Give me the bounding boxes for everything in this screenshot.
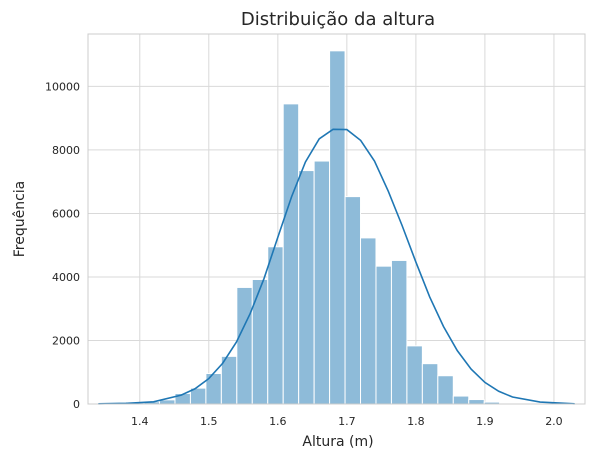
chart-title: Distribuição da altura	[241, 9, 435, 30]
histogram-bar-22	[437, 375, 454, 405]
x-tick-label-4: 1.8	[407, 415, 425, 428]
x-tick-label-0: 1.4	[131, 415, 149, 428]
x-tick-label-1: 1.5	[200, 415, 218, 428]
histogram-bar-10	[251, 279, 269, 405]
x-tick-label-6: 2.0	[545, 415, 563, 428]
y-axis-ticks: 0 2000 4000 6000 8000 10000	[45, 80, 80, 411]
histogram-bar-21	[421, 363, 439, 405]
y-tick-label-5: 10000	[45, 80, 80, 93]
y-tick-label-2: 4000	[52, 271, 80, 284]
histogram-bar-18	[375, 265, 392, 405]
y-axis-label: Frequência	[12, 181, 28, 258]
histogram-bar-12	[282, 103, 300, 405]
x-tick-label-2: 1.6	[269, 415, 287, 428]
histogram-bar-23	[452, 395, 470, 405]
histogram-bar-8	[220, 355, 238, 405]
histogram-bar-11	[267, 246, 284, 405]
y-tick-label-0: 0	[73, 398, 80, 411]
histogram-bars	[97, 50, 578, 405]
density-curve	[98, 128, 575, 405]
histogram-bar-9	[236, 286, 253, 405]
histogram-bar-13	[298, 170, 315, 405]
histogram-bar-17	[360, 237, 377, 405]
x-axis-ticks: 1.4 1.5 1.6 1.7 1.8 1.9 2.0	[131, 415, 563, 428]
y-tick-label-1: 2000	[52, 334, 80, 347]
histogram-bar-20	[406, 345, 423, 405]
x-tick-label-5: 1.9	[476, 415, 494, 428]
histogram-bar-16	[344, 196, 362, 405]
x-tick-label-3: 1.7	[338, 415, 356, 428]
histogram-bar-19	[390, 259, 408, 405]
histogram-bar-15	[329, 50, 346, 405]
y-tick-label-4: 8000	[52, 144, 80, 157]
histogram-bar-24	[468, 399, 485, 405]
y-tick-label-3: 6000	[52, 207, 80, 220]
x-axis-label: Altura (m)	[302, 434, 373, 450]
histogram-bar-14	[313, 160, 331, 405]
plot-frame	[87, 33, 586, 405]
